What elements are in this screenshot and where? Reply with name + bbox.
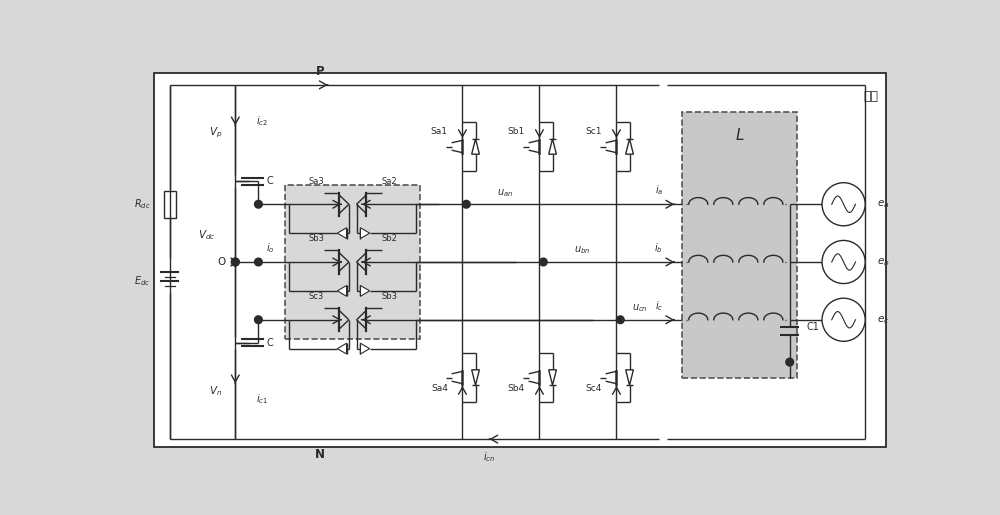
Text: Sa2: Sa2 — [381, 177, 397, 185]
Circle shape — [231, 258, 239, 266]
Circle shape — [255, 316, 262, 323]
Polygon shape — [360, 285, 370, 296]
Text: $u_{cn}$: $u_{cn}$ — [632, 302, 648, 314]
Text: $u_{bn}$: $u_{bn}$ — [574, 245, 590, 256]
Polygon shape — [360, 228, 370, 238]
Bar — [682, 112, 797, 377]
Text: $i_c$: $i_c$ — [655, 299, 663, 313]
Text: Sb2: Sb2 — [381, 234, 397, 244]
Circle shape — [822, 241, 865, 284]
Circle shape — [616, 316, 624, 323]
Text: Sc1: Sc1 — [585, 127, 602, 136]
Bar — [164, 191, 176, 218]
Circle shape — [462, 200, 470, 208]
Text: C1: C1 — [806, 322, 819, 333]
Text: $e_c$: $e_c$ — [877, 314, 889, 325]
Text: $u_{an}$: $u_{an}$ — [497, 187, 513, 199]
Text: $e_b$: $e_b$ — [877, 256, 889, 268]
Text: O: O — [217, 257, 226, 267]
Text: N: N — [315, 448, 325, 461]
Text: $e_a$: $e_a$ — [877, 198, 889, 210]
Text: $i_{c2}$: $i_{c2}$ — [256, 114, 268, 128]
Polygon shape — [337, 343, 347, 354]
Text: $R_{dc}$: $R_{dc}$ — [134, 197, 151, 211]
Text: $i_{c1}$: $i_{c1}$ — [256, 392, 268, 406]
Circle shape — [822, 183, 865, 226]
Text: Sb3: Sb3 — [381, 292, 397, 301]
Polygon shape — [472, 370, 479, 385]
Text: $L$: $L$ — [735, 127, 744, 143]
Text: $E_{dc}$: $E_{dc}$ — [134, 274, 151, 288]
Text: $i_{cn}$: $i_{cn}$ — [483, 450, 496, 464]
Bar — [285, 185, 420, 339]
Text: Sb1: Sb1 — [508, 127, 525, 136]
Polygon shape — [549, 139, 556, 154]
Circle shape — [786, 358, 794, 366]
Text: C: C — [267, 176, 273, 186]
Polygon shape — [337, 285, 347, 296]
Text: $i_o$: $i_o$ — [266, 241, 274, 255]
Polygon shape — [337, 228, 347, 238]
Polygon shape — [472, 139, 479, 154]
Text: $V_p$: $V_p$ — [209, 126, 223, 140]
Text: Sa3: Sa3 — [308, 177, 324, 185]
Text: Sa4: Sa4 — [431, 384, 448, 393]
Polygon shape — [626, 139, 633, 154]
Text: P: P — [316, 64, 324, 78]
Circle shape — [255, 258, 262, 266]
Text: Sb3: Sb3 — [308, 234, 324, 244]
Polygon shape — [549, 370, 556, 385]
Text: Sa1: Sa1 — [431, 127, 448, 136]
Circle shape — [231, 258, 239, 266]
Text: 电网: 电网 — [863, 90, 878, 103]
Text: Sc4: Sc4 — [585, 384, 602, 393]
Text: Sb4: Sb4 — [508, 384, 525, 393]
Text: C: C — [267, 338, 273, 348]
Circle shape — [539, 258, 547, 266]
Text: $V_{dc}$: $V_{dc}$ — [198, 228, 215, 242]
Text: $i_a$: $i_a$ — [655, 183, 663, 197]
Polygon shape — [626, 370, 633, 385]
Circle shape — [255, 200, 262, 208]
Circle shape — [822, 298, 865, 341]
Text: Sc3: Sc3 — [309, 292, 324, 301]
Polygon shape — [360, 343, 370, 354]
Text: $V_n$: $V_n$ — [209, 384, 223, 398]
Text: $i_b$: $i_b$ — [654, 241, 663, 255]
